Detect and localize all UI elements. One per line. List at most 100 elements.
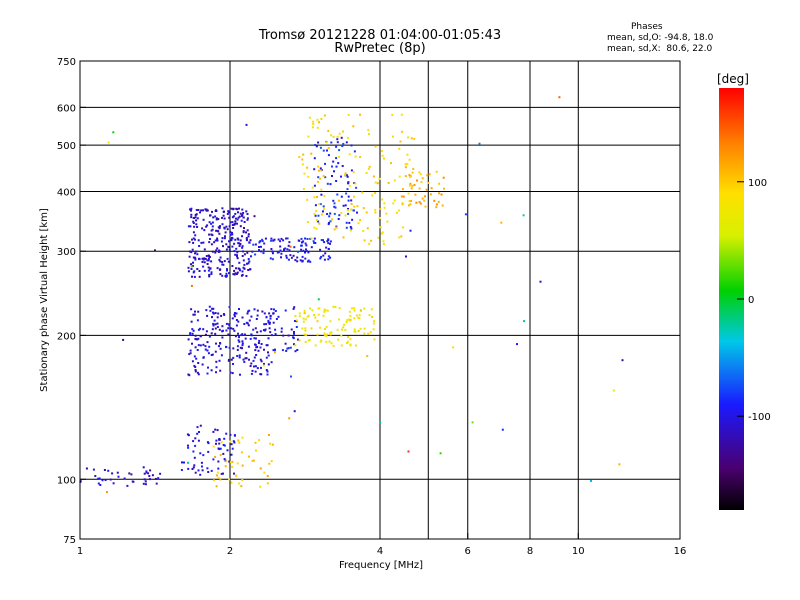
data-point [194, 258, 197, 261]
data-point [236, 255, 238, 258]
data-point [275, 318, 278, 320]
data-point [187, 434, 190, 437]
data-point [402, 226, 405, 229]
data-point [409, 200, 412, 202]
data-point [223, 237, 226, 240]
data-point [238, 482, 241, 485]
data-point [398, 236, 401, 239]
data-point [218, 345, 220, 348]
data-point [288, 249, 291, 252]
data-point [346, 188, 349, 191]
data-point [327, 154, 330, 157]
data-point [239, 225, 242, 228]
data-point [323, 308, 326, 311]
data-point [325, 325, 328, 328]
data-point [231, 447, 234, 450]
data-point [435, 203, 438, 206]
data-point [220, 441, 223, 444]
data-point [216, 239, 219, 242]
data-point [347, 195, 350, 198]
data-point [214, 239, 217, 242]
data-point [413, 184, 416, 186]
data-point [319, 340, 322, 343]
data-point [194, 370, 197, 373]
data-point [380, 232, 383, 235]
data-point [302, 153, 305, 156]
data-point [241, 340, 244, 343]
data-point [92, 468, 95, 471]
data-point [340, 212, 343, 214]
data-point [344, 329, 347, 331]
data-point [393, 179, 396, 182]
data-point [296, 349, 299, 351]
y-tick-label: 200 [57, 331, 76, 342]
data-point [318, 121, 320, 124]
data-point [365, 211, 368, 214]
data-point [239, 239, 242, 242]
data-point [228, 248, 231, 251]
data-point [243, 263, 246, 266]
data-point [332, 160, 335, 163]
data-point [221, 223, 224, 226]
data-point [411, 171, 414, 174]
data-point [319, 326, 322, 329]
data-point [309, 260, 312, 263]
data-point [274, 310, 277, 312]
data-point [207, 366, 209, 369]
data-point [419, 173, 422, 176]
data-point [228, 272, 230, 275]
data-point [214, 323, 217, 326]
data-point [211, 210, 213, 213]
data-point [305, 244, 308, 247]
data-point [288, 417, 291, 420]
data-point [312, 123, 315, 125]
data-point [226, 257, 229, 260]
data-point [329, 240, 332, 243]
data-point [292, 337, 295, 340]
data-point [238, 207, 240, 210]
data-point [371, 315, 373, 318]
data-point [251, 369, 254, 372]
data-point [254, 243, 257, 246]
data-point [216, 316, 219, 319]
data-point [301, 241, 304, 244]
data-point [197, 344, 200, 347]
data-point [211, 250, 214, 253]
data-point [256, 331, 259, 334]
data-point [192, 220, 195, 223]
data-point [228, 358, 230, 361]
data-point [324, 162, 326, 165]
data-point [366, 227, 369, 230]
data-point [207, 266, 210, 269]
data-point [242, 230, 245, 233]
colorbar-tick-label: 0 [748, 295, 754, 306]
data-point [236, 254, 238, 257]
data-point [385, 212, 388, 215]
data-point [302, 320, 305, 323]
data-point [238, 356, 241, 359]
data-point [298, 312, 301, 315]
data-point [193, 464, 196, 467]
data-point [263, 329, 266, 332]
data-point [411, 184, 414, 187]
data-point [266, 475, 269, 477]
data-point [211, 328, 214, 331]
data-point [404, 175, 407, 178]
data-point [188, 241, 191, 244]
data-point [357, 316, 360, 319]
data-point [245, 123, 248, 126]
data-point [143, 478, 146, 481]
data-point [237, 211, 239, 214]
data-point [196, 226, 199, 228]
data-point [239, 346, 242, 349]
data-point [241, 208, 244, 211]
data-point [233, 269, 236, 272]
data-point [269, 314, 272, 317]
data-point [478, 142, 481, 145]
data-point [207, 450, 210, 453]
data-point [246, 312, 249, 315]
data-point [208, 273, 211, 276]
data-point [471, 421, 474, 424]
data-point [302, 188, 305, 190]
data-point [289, 245, 292, 248]
